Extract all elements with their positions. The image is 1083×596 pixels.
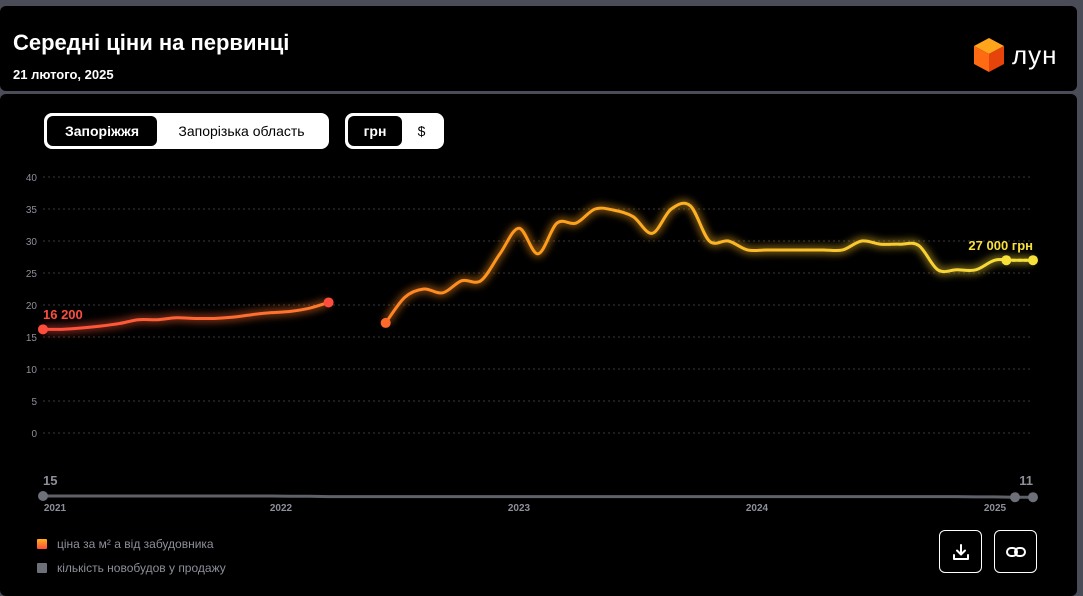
region-switch: Запоріжжя Запорізька область (44, 113, 329, 149)
count-point[interactable] (38, 491, 48, 501)
y-tick-label: 15 (26, 333, 38, 344)
price-line-glow (42, 299, 330, 333)
x-tick-label: 2024 (746, 503, 769, 514)
currency-switch: грн $ (345, 113, 444, 149)
price-point[interactable] (380, 317, 391, 328)
x-tick-label: 2025 (984, 503, 1007, 514)
download-button[interactable] (939, 530, 982, 573)
price-point[interactable] (1028, 255, 1038, 266)
price-line-segment (384, 201, 1035, 325)
count-point[interactable] (1010, 492, 1020, 503)
y-tick-label: 5 (31, 397, 37, 408)
legend-price-label: ціна за м² а від забудовника (57, 537, 214, 551)
price-point[interactable] (323, 297, 334, 308)
legend-price-swatch (37, 539, 47, 549)
y-tick-label: 10 (26, 365, 38, 376)
count-point[interactable] (1028, 492, 1038, 503)
price-point[interactable] (1001, 255, 1012, 266)
legend-count-label: кількість новобудов у продажу (57, 561, 226, 575)
legend-count: кількість новобудов у продажу (37, 561, 226, 575)
price-start-label: 16 200 (43, 307, 83, 322)
y-tick-label: 20 (26, 301, 38, 312)
currency-option-usd[interactable]: $ (417, 123, 426, 139)
region-option-city[interactable]: Запоріжжя (47, 116, 157, 146)
x-tick-label: 2021 (44, 503, 67, 514)
y-tick-label: 0 (31, 429, 37, 440)
download-icon (952, 543, 969, 560)
legend-count-swatch (37, 563, 47, 573)
currency-option-uah[interactable]: грн (348, 116, 402, 146)
y-tick-label: 25 (26, 269, 38, 280)
lun-logo-icon (974, 38, 1004, 72)
logo-text: лун (1012, 40, 1058, 70)
price-end-label: 27 000 грн (968, 238, 1033, 253)
count-start-label: 15 (43, 473, 57, 488)
link-icon (1005, 546, 1026, 557)
copy-link-button[interactable] (994, 530, 1037, 573)
region-option-oblast[interactable]: Запорізька область (178, 123, 305, 139)
count-end-label: 11 (1019, 473, 1033, 488)
count-line (41, 494, 1035, 499)
x-tick-label: 2022 (270, 503, 293, 514)
y-tick-label: 40 (26, 173, 38, 184)
legend-price: ціна за м² а від забудовника (37, 537, 214, 551)
page-title: Середні ціни на первинці (13, 30, 290, 55)
page-date: 21 лютого, 2025 (13, 67, 114, 82)
price-line-segment (41, 300, 331, 331)
y-tick-label: 30 (26, 237, 38, 248)
x-tick-label: 2023 (508, 503, 531, 514)
price-point[interactable] (38, 324, 48, 335)
header: Середні ціни на первинці 21 лютого, 2025… (0, 6, 1077, 91)
chart-card: Запоріжжя Запорізька область грн $ (0, 94, 1077, 596)
y-tick-label: 35 (26, 205, 38, 216)
